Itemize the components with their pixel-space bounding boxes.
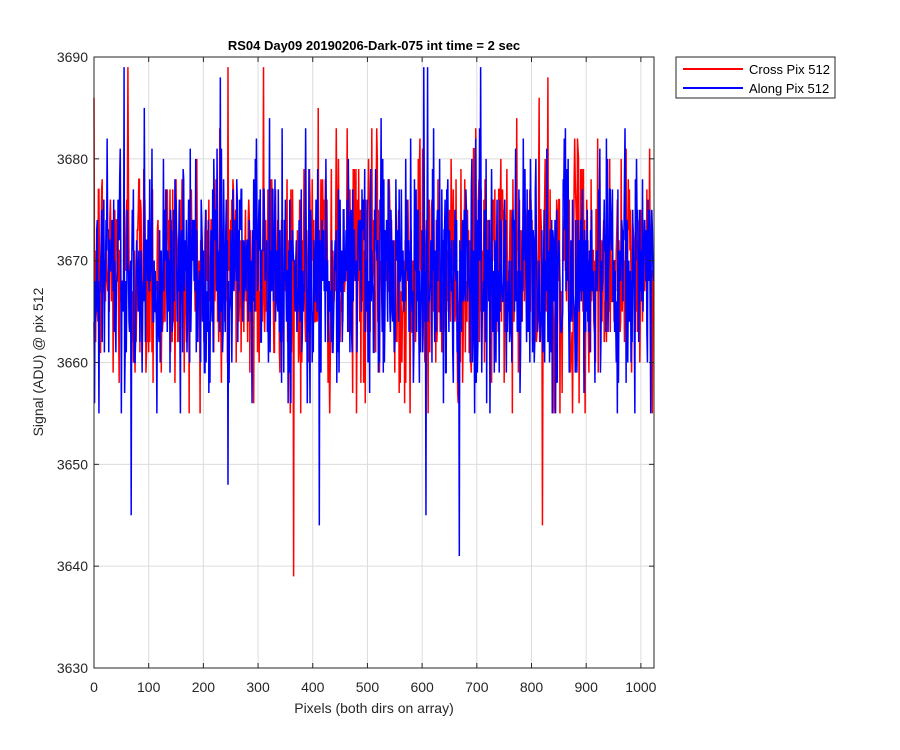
x-tick-label: 1000 [625, 679, 656, 695]
series-layer [93, 67, 655, 577]
y-tick-label: 3660 [57, 355, 88, 371]
y-tick-label: 3650 [57, 456, 88, 472]
legend-label-cross: Cross Pix 512 [749, 62, 830, 77]
y-tick-label: 3640 [57, 558, 88, 574]
chart-title: RS04 Day09 20190206-Dark-075 int time = … [228, 38, 520, 53]
x-tick-label: 800 [520, 679, 544, 695]
x-tick-labels: 0 100 200 300 400 500 600 700 800 900 1000 [90, 679, 657, 695]
x-tick-label: 900 [575, 679, 599, 695]
x-tick-label: 600 [410, 679, 434, 695]
y-tick-label: 3690 [57, 49, 88, 65]
y-tick-labels: 3630 3640 3650 3660 3670 3680 3690 [57, 49, 88, 676]
y-tick-label: 3680 [57, 151, 88, 167]
y-axis-label: Signal (ADU) @ pix 512 [30, 287, 46, 436]
x-axis-label: Pixels (both dirs on array) [294, 700, 454, 716]
legend-label-along: Along Pix 512 [749, 81, 829, 96]
x-tick-label: 0 [90, 679, 98, 695]
series-line-along-pix-512 [93, 67, 655, 556]
legend-box [675, 56, 836, 99]
x-tick-label: 700 [465, 679, 489, 695]
x-tick-label: 100 [137, 679, 161, 695]
y-tick-label: 3630 [57, 660, 88, 676]
x-tick-label: 400 [301, 679, 325, 695]
x-tick-label: 300 [246, 679, 270, 695]
plot-area [93, 56, 655, 669]
legend: Cross Pix 512 Along Pix 512 [675, 56, 836, 99]
tick-marks [93, 56, 654, 669]
y-tick-label: 3670 [57, 253, 88, 269]
x-tick-label: 500 [356, 679, 380, 695]
x-tick-label: 200 [192, 679, 216, 695]
